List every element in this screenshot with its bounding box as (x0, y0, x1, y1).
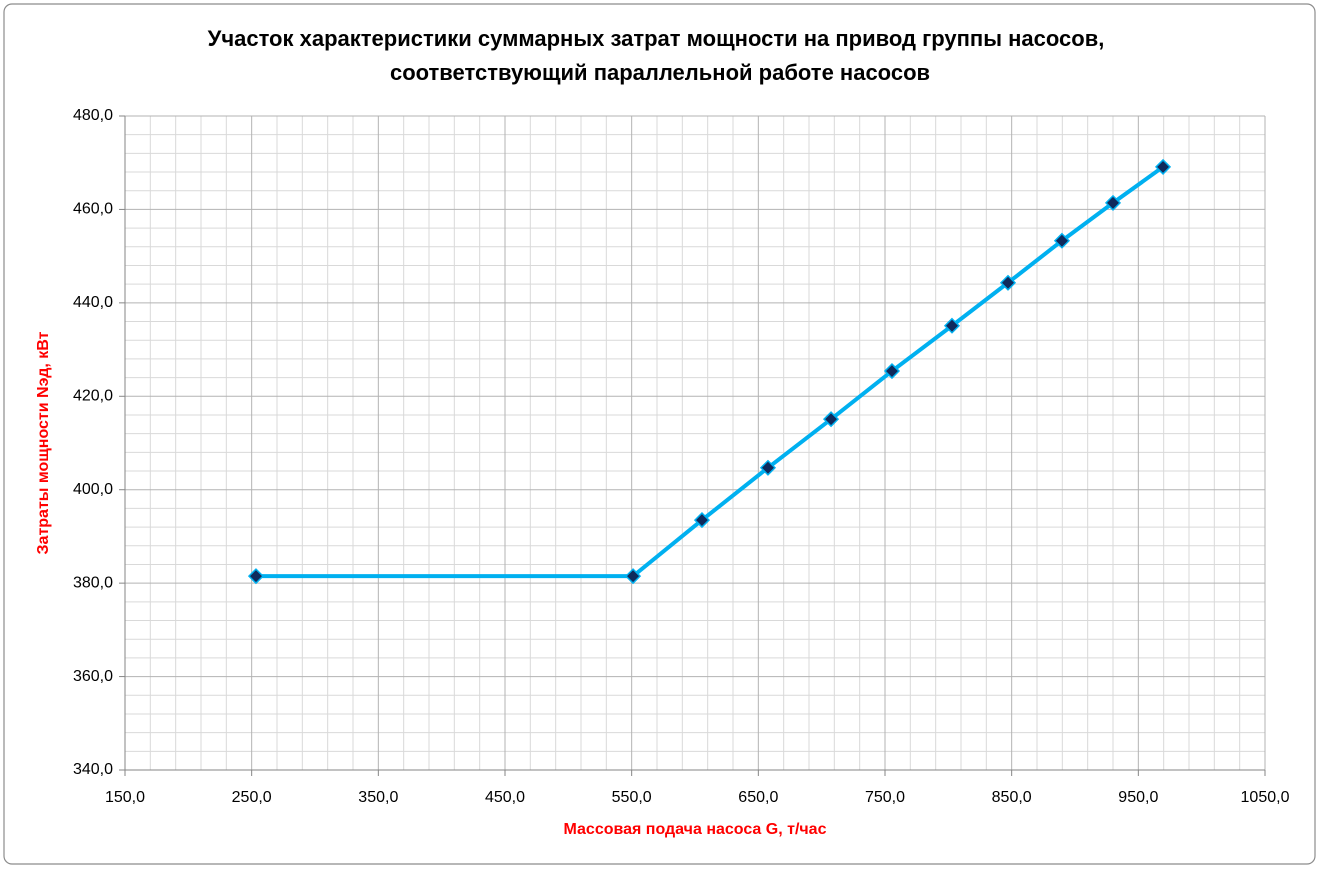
y-tick-label: 480,0 (73, 107, 113, 124)
x-tick-label: 950,0 (1118, 789, 1158, 806)
x-axis-title: Массовая подача насоса G, т/час (564, 821, 827, 838)
y-tick-label: 380,0 (73, 574, 113, 591)
y-tick-label: 360,0 (73, 668, 113, 685)
marker (1053, 232, 1071, 249)
x-tick-label: 1050,0 (1241, 789, 1290, 806)
y-tick-label: 420,0 (73, 388, 113, 405)
y-tick-label: 460,0 (73, 201, 113, 218)
marker (759, 459, 777, 476)
x-tick-label: 750,0 (865, 789, 905, 806)
marker (883, 362, 901, 380)
marker (999, 274, 1017, 291)
y-axis-title: Затраты мощности Nэд, кВт (35, 331, 52, 554)
x-tick-label: 850,0 (992, 789, 1032, 806)
chart-title: Участок характеристики суммарных затрат … (208, 26, 1105, 51)
x-tick-label: 150,0 (105, 789, 145, 806)
chart-title: соответствующий параллельной работе насо… (390, 60, 930, 85)
x-tick-label: 250,0 (232, 789, 272, 806)
x-tick-label: 550,0 (612, 789, 652, 806)
marker (1104, 194, 1122, 211)
marker (822, 411, 840, 428)
marker (943, 317, 961, 334)
marker (1154, 158, 1172, 175)
marker (247, 568, 265, 585)
y-tick-label: 440,0 (73, 294, 113, 311)
y-tick-label: 340,0 (73, 761, 113, 778)
x-tick-label: 450,0 (485, 789, 525, 806)
x-tick-label: 350,0 (358, 789, 398, 806)
x-tick-label: 650,0 (738, 789, 778, 806)
y-tick-label: 400,0 (73, 481, 113, 498)
marker (693, 512, 711, 529)
marker (624, 568, 642, 585)
